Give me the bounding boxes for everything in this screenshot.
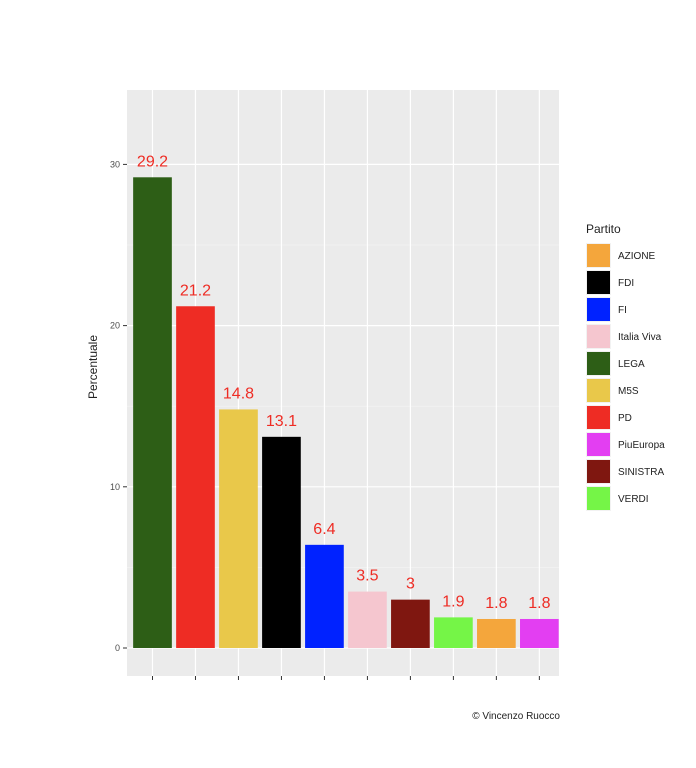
bar-lega [133,177,172,648]
bar-italia-viva [348,591,387,648]
legend-label: PiuEuropa [618,440,665,451]
data-label: 3 [406,576,415,593]
data-label: 6.4 [313,521,335,538]
legend-swatch [587,433,610,456]
legend-label: Italia Viva [618,332,662,343]
y-tick-label: 0 [115,643,120,653]
bar-piueuropa [520,618,559,648]
legend-swatch [587,406,610,429]
legend-label: LEGA [618,359,645,370]
legend-label: PD [618,413,632,424]
data-label: 1.8 [485,595,507,612]
bar-m5s [219,409,258,648]
data-label: 1.8 [528,595,550,612]
legend-label: VERDI [618,494,649,505]
y-axis: 0 10 20 30 [110,159,127,653]
legend-title: Partito [586,222,621,236]
legend-swatch [587,487,610,510]
bar-sinistra [391,599,430,648]
y-tick-label: 30 [110,159,120,169]
legend-label: AZIONE [618,251,656,262]
data-label: 1.9 [442,593,464,610]
bar-fdi [262,436,301,648]
legend-label: M5S [618,386,639,397]
data-label: 21.2 [180,282,211,299]
data-label: 13.1 [266,413,297,430]
legend-swatch [587,325,610,348]
bar-fi [305,544,344,648]
legend-swatch [587,460,610,483]
legend-label: FI [618,305,627,316]
credit-caption: © Vincenzo Ruocco [472,711,560,722]
bar-azione [477,618,516,648]
y-axis-title: Percentuale [86,335,100,399]
legend-swatch [587,244,610,267]
y-tick-label: 20 [110,321,120,331]
bar-pd [176,306,215,648]
data-label: 29.2 [137,153,168,170]
data-label: 3.5 [356,568,378,585]
y-tick-label: 10 [110,482,120,492]
legend-swatch [587,352,610,375]
bars [133,177,559,648]
data-label: 14.8 [223,385,254,402]
legend-label: SINISTRA [618,467,664,478]
legend-label: FDI [618,278,634,289]
x-axis [151,676,540,680]
legend-swatch [587,271,610,294]
legend-swatch [587,298,610,321]
legend-swatch [587,379,610,402]
bar-verdi [434,617,473,648]
data-labels: 29.2 21.2 14.8 13.1 6.4 3.5 3 1.9 1.8 1.8 [137,153,551,612]
legend: Partito AZIONE FDI FI Italia Viva LEGA M5S PD P… [586,222,665,511]
